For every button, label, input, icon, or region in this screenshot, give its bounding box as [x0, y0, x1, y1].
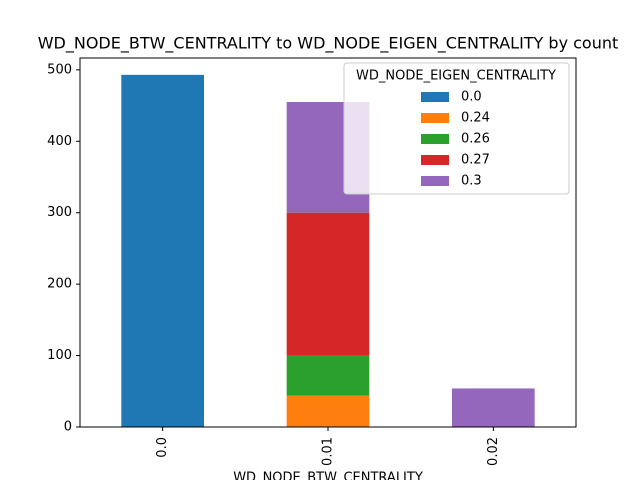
x-tick-label: 0.0	[155, 437, 170, 458]
bar-segment	[121, 74, 204, 427]
legend-box	[343, 62, 570, 195]
legend-swatch	[421, 113, 449, 123]
y-tick-label: 400	[47, 134, 72, 149]
legend-title: WD_NODE_EIGEN_CENTRALITY	[356, 69, 556, 84]
bar-segment	[452, 388, 535, 427]
y-tick-label: 100	[47, 348, 72, 363]
bar-segment	[286, 395, 370, 427]
legend-label: 0.3	[461, 174, 482, 189]
legend-label: 0.24	[461, 111, 490, 126]
legend-swatch	[421, 134, 449, 144]
legend-swatch	[421, 176, 449, 186]
y-tick-label: 0	[64, 420, 72, 435]
bar-segment	[286, 355, 370, 396]
legend-label: 0.26	[461, 132, 490, 147]
x-axis-label: WD_NODE_BTW_CENTRALITY	[233, 471, 423, 480]
legend-label: 0.0	[461, 90, 482, 105]
chart-title: WD_NODE_BTW_CENTRALITY to WD_NODE_EIGEN_…	[38, 34, 619, 54]
y-tick-label: 500	[47, 62, 72, 77]
legend-label: 0.27	[461, 153, 490, 168]
plot-frame	[79, 57, 577, 428]
x-tick-label: 0.02	[486, 437, 501, 466]
bar-segment	[286, 212, 370, 356]
x-tick-label: 0.01	[321, 437, 336, 466]
y-tick-label: 300	[47, 205, 72, 220]
y-tick-label: 200	[47, 277, 72, 292]
legend-swatch	[421, 92, 449, 102]
legend-swatch	[421, 155, 449, 165]
